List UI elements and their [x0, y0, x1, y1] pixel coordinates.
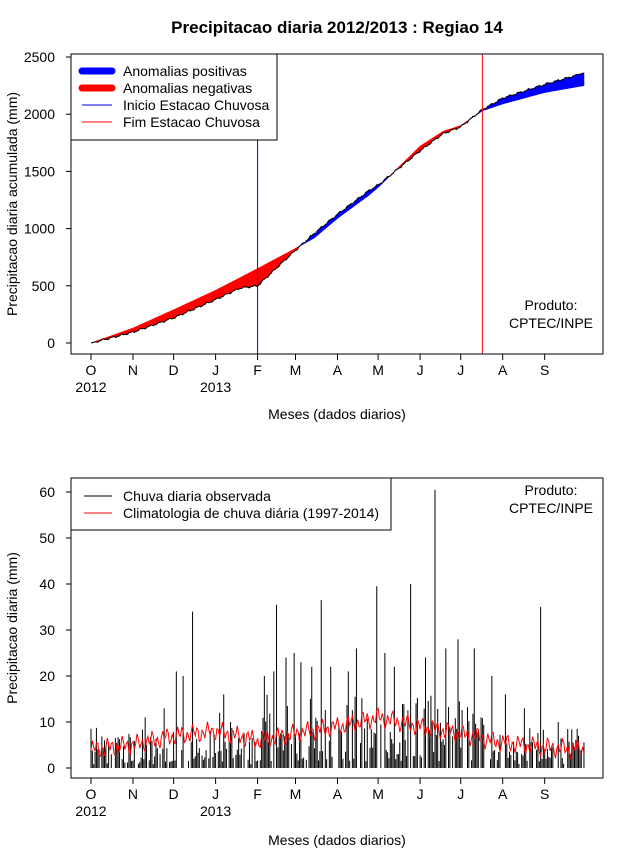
legend-label-negative: Anomalias negativas	[123, 80, 252, 96]
year-label: 2013	[200, 379, 231, 395]
x-tick-label: J	[212, 786, 219, 802]
x-tick-label: O	[86, 786, 97, 802]
y-tick-label: 50	[39, 530, 55, 546]
legend-label-observed: Chuva diaria observada	[123, 488, 271, 504]
x-tick-label: M	[290, 786, 302, 802]
cumulative-panel: 0 500 1000 1500 2000 2500 O N D J F M A M J J A S 2012 201…	[4, 49, 604, 422]
cumulative-legend: Anomalias positivas Anomalias negativas …	[70, 53, 278, 141]
x-tick-label: J	[417, 786, 424, 802]
x-tick-label: A	[333, 362, 343, 378]
climatology-line	[90, 706, 585, 760]
daily-annotation-produto: Produto:	[525, 482, 578, 498]
y-tick-label: 0	[47, 760, 55, 776]
legend-label-end: Fim Estacao Chuvosa	[123, 114, 260, 130]
y-tick-label: 20	[39, 668, 55, 684]
legend-label-positive: Anomalias positivas	[123, 63, 247, 79]
x-tick-label: J	[212, 362, 219, 378]
y-tick-label: 1000	[24, 221, 55, 237]
x-tick-label: M	[372, 786, 384, 802]
x-tick-label: S	[540, 362, 549, 378]
daily-panel: 0 10 20 30 40 50 60 O N D J F M A M J J A S 2012 2013 Preci…	[4, 477, 604, 848]
x-tick-label: J	[417, 362, 424, 378]
y-tick-label: 40	[39, 576, 55, 592]
daily-y-axis-label: Precipitacao diaria (mm)	[4, 552, 20, 704]
year-label: 2012	[75, 379, 106, 395]
y-tick-label: 2000	[24, 106, 55, 122]
x-tick-label: J	[457, 786, 464, 802]
x-tick-label: A	[498, 786, 508, 802]
x-tick-label: O	[86, 362, 97, 378]
daily-legend: Chuva diaria observada Climatologia de c…	[70, 477, 392, 531]
cumulative-y-axis-label: Precipitacao diaria acumulada (mm)	[4, 92, 20, 316]
observed-cumulative-line	[90, 72, 585, 344]
x-tick-label: F	[253, 362, 262, 378]
cumulative-annotation-produto: Produto:	[525, 297, 578, 313]
positive-anomaly-segment	[582, 72, 585, 87]
x-tick-label: F	[253, 786, 262, 802]
year-label: 2013	[200, 803, 231, 819]
legend-label-climatology: Climatologia de chuva diária (1997-2014)	[123, 505, 379, 521]
x-tick-label: N	[128, 362, 138, 378]
x-tick-label: M	[290, 362, 302, 378]
y-tick-label: 0	[47, 335, 55, 351]
x-tick-label: A	[333, 786, 343, 802]
y-tick-label: 2500	[24, 49, 55, 65]
x-tick-label: M	[372, 362, 384, 378]
year-label: 2012	[75, 803, 106, 819]
y-tick-label: 60	[39, 484, 55, 500]
daily-x-axis-label: Meses (dados diarios)	[268, 832, 406, 848]
y-tick-label: 1500	[24, 163, 55, 179]
figure-title: Precipitacao diaria 2012/2013 : Regiao 1…	[171, 18, 503, 37]
x-tick-label: A	[498, 362, 508, 378]
x-tick-label: J	[457, 362, 464, 378]
x-tick-label: N	[128, 786, 138, 802]
cumulative-annotation-cptec: CPTEC/INPE	[509, 315, 593, 331]
cumulative-x-axis-label: Meses (dados diarios)	[268, 406, 406, 422]
y-tick-label: 500	[32, 278, 56, 294]
daily-legend-box	[70, 477, 392, 531]
daily-annotation-cptec: CPTEC/INPE	[509, 500, 593, 516]
x-tick-label: D	[169, 786, 179, 802]
y-tick-label: 10	[39, 714, 55, 730]
x-tick-label: D	[169, 362, 179, 378]
x-tick-label: S	[540, 786, 549, 802]
y-tick-label: 30	[39, 622, 55, 638]
legend-label-start: Inicio Estacao Chuvosa	[123, 97, 270, 113]
